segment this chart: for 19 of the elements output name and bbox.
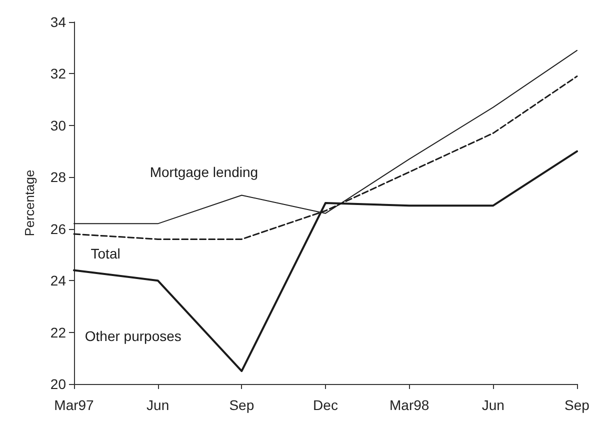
y-tick-label: 32: [50, 66, 66, 82]
series-label: Mortgage lending: [150, 164, 258, 180]
series-label: Other purposes: [84, 328, 182, 344]
x-tick-label: Mar98: [389, 397, 430, 413]
x-tick-label: Dec: [313, 397, 338, 413]
x-tick-label: Jun: [482, 397, 504, 413]
y-tick-label: 34: [50, 14, 66, 30]
x-tick-label: Mar97: [54, 397, 94, 413]
y-tick-label: 26: [50, 220, 66, 237]
x-tick-label: Sep: [564, 397, 590, 413]
y-axis-title: Percentage: [22, 170, 37, 236]
y-tick-label: 22: [50, 324, 66, 340]
series-label: Total: [90, 245, 120, 262]
y-tick-label: 20: [50, 376, 66, 392]
y-tick-label: 24: [50, 272, 66, 289]
y-tick-label: 30: [50, 117, 66, 134]
x-tick-label: Jun: [146, 397, 170, 413]
y-tick-label: 28: [50, 169, 66, 186]
x-tick-label: Sep: [229, 397, 254, 413]
